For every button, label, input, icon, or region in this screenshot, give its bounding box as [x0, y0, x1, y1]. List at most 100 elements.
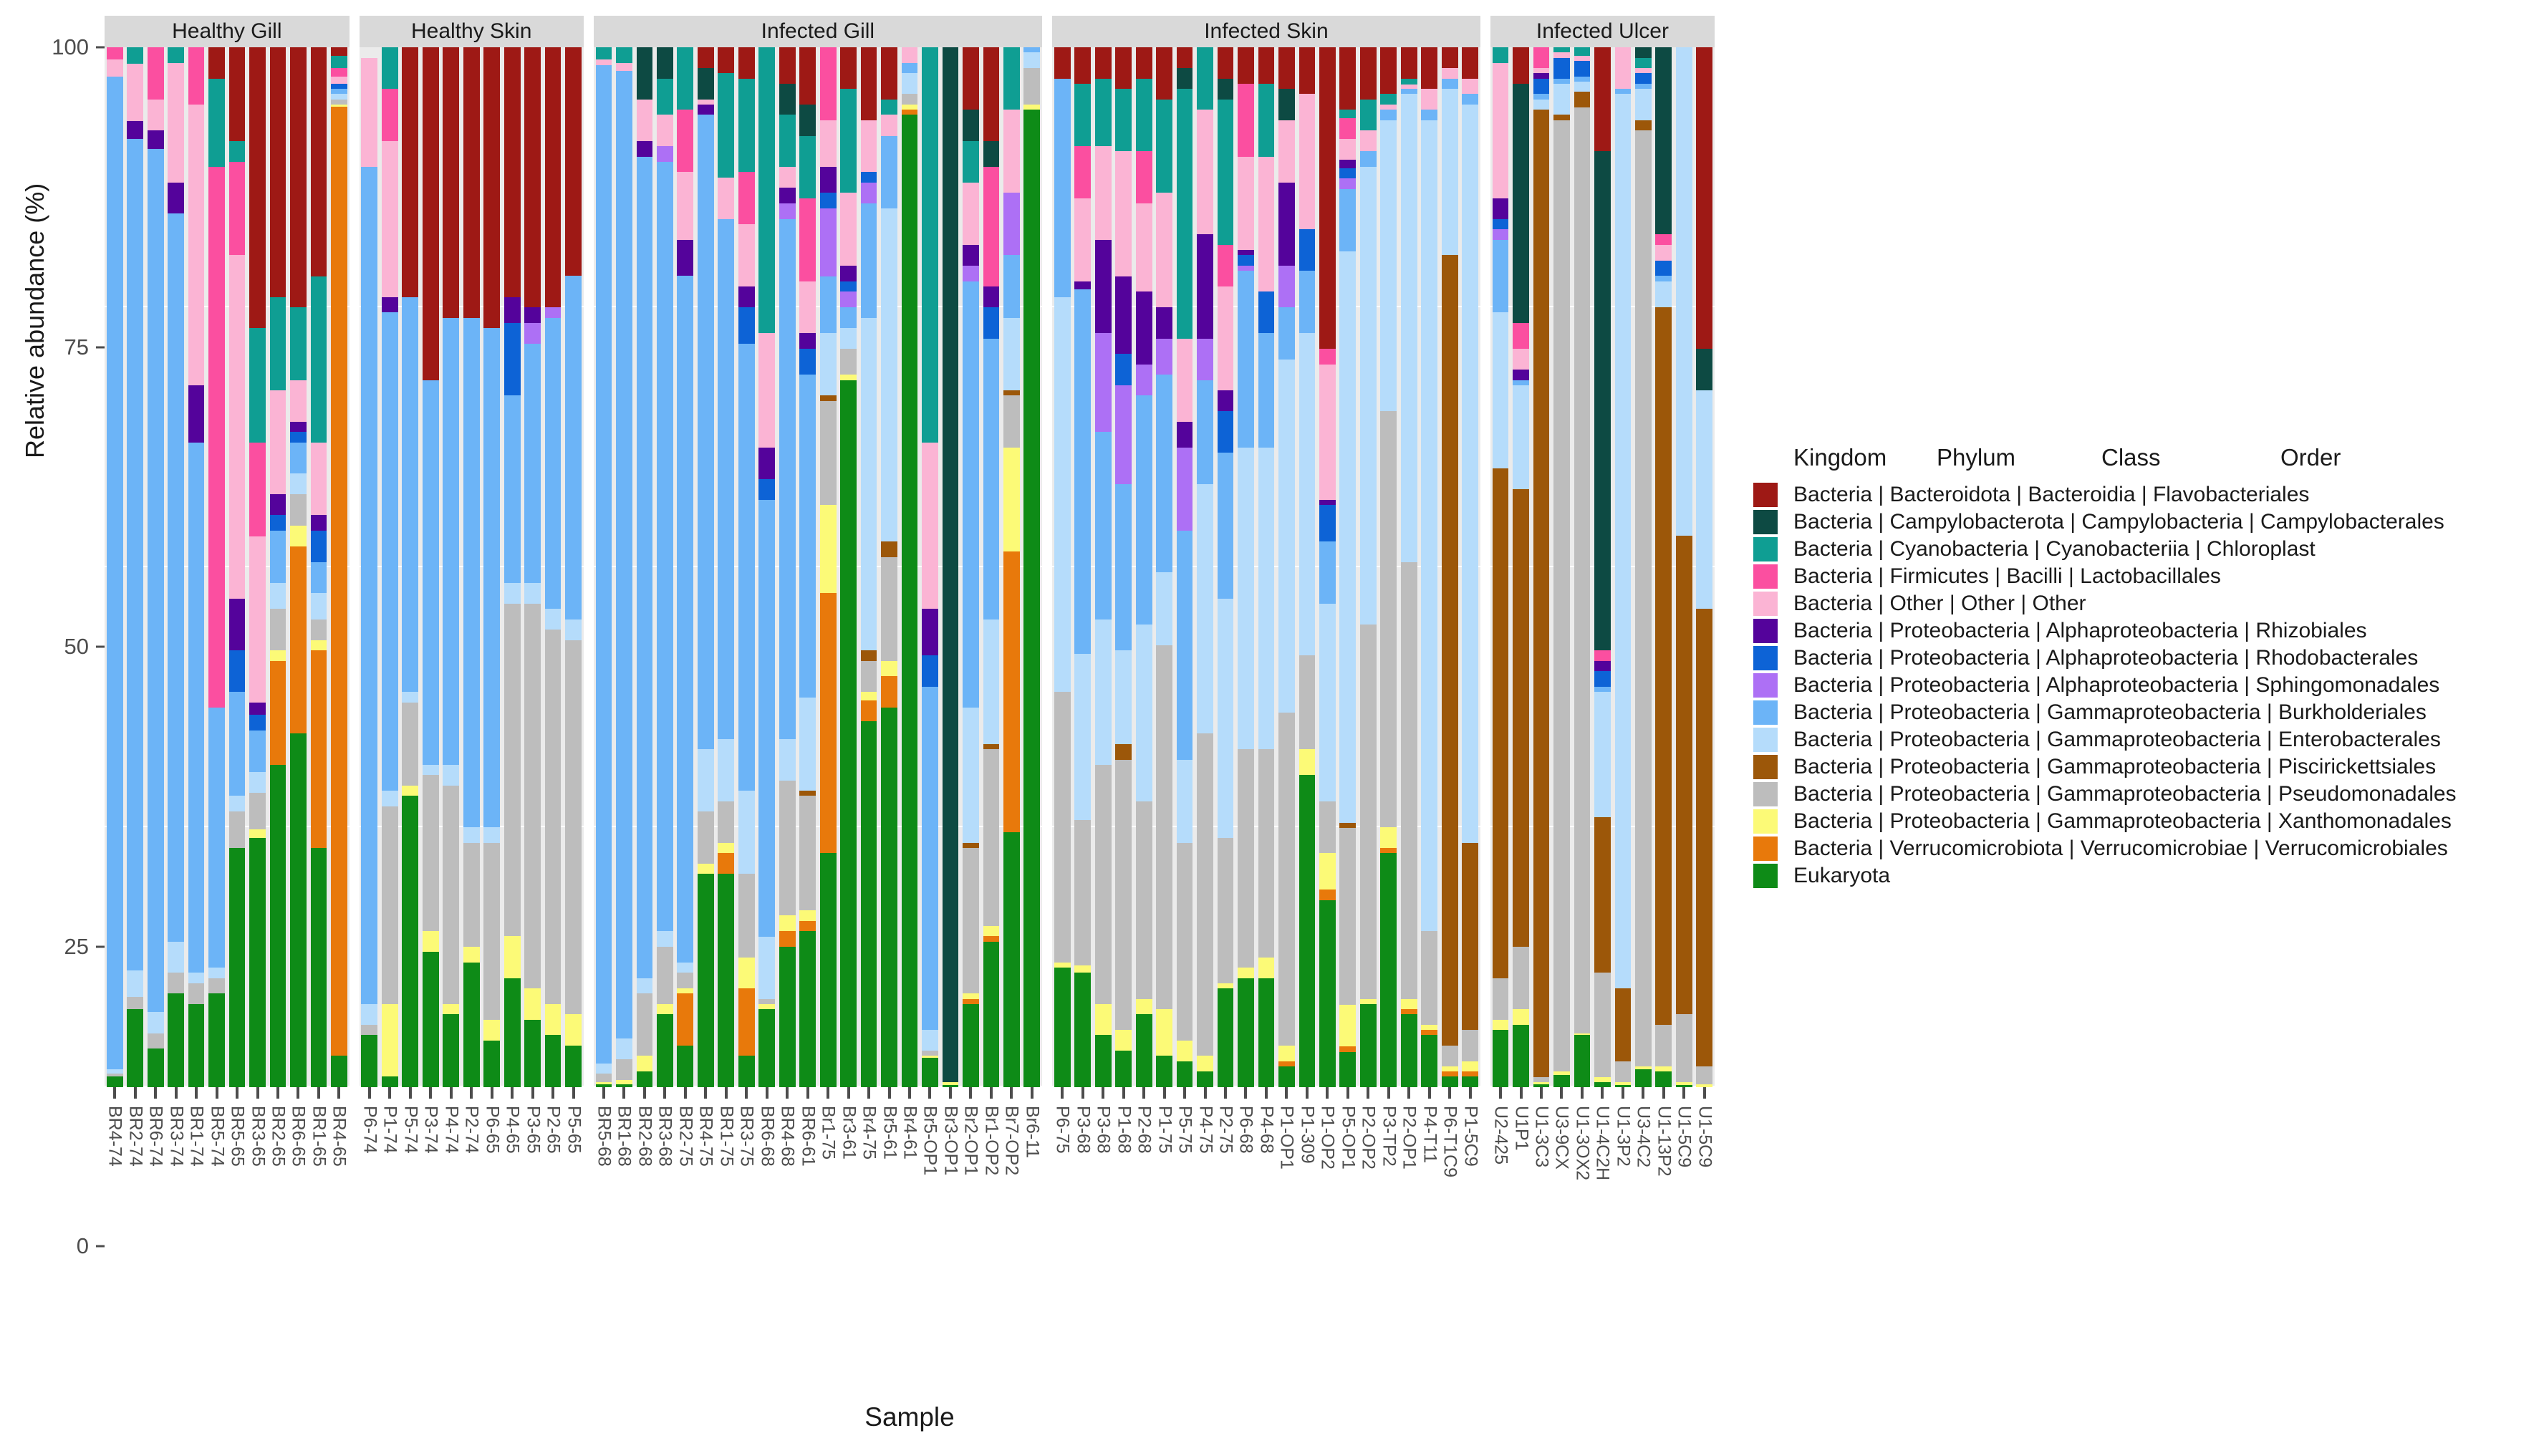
legend-item[interactable]: Bacteria | Proteobacteria | Alphaproteob… [1753, 617, 2534, 645]
legend-item[interactable]: Bacteria | Campylobacterota | Campylobac… [1753, 508, 2534, 536]
stacked-bar[interactable] [1319, 47, 1336, 1087]
stacked-bar[interactable] [1074, 47, 1092, 1087]
bar-segment [544, 47, 562, 308]
stacked-bar[interactable] [1339, 47, 1357, 1087]
stacked-bar[interactable] [881, 47, 897, 1087]
stacked-bar[interactable] [524, 47, 541, 1087]
stacked-bar[interactable] [942, 47, 959, 1087]
stacked-bar[interactable] [1115, 47, 1132, 1087]
stacked-bar[interactable] [565, 47, 582, 1087]
legend-item[interactable]: Bacteria | Bacteroidota | Bacteroidia | … [1753, 481, 2534, 508]
stacked-bar[interactable] [901, 47, 918, 1087]
stacked-bar[interactable] [1197, 47, 1213, 1087]
stacked-bar[interactable] [310, 47, 327, 1087]
stacked-bar[interactable] [860, 47, 877, 1087]
stacked-bar[interactable] [1156, 47, 1172, 1087]
bar-segment [147, 149, 164, 1013]
stacked-bar[interactable] [1135, 47, 1152, 1087]
legend-item[interactable]: Bacteria | Proteobacteria | Gammaproteob… [1753, 726, 2534, 753]
legend-item[interactable]: Bacteria | Cyanobacteria | Cyanobacterii… [1753, 536, 2534, 563]
legend-item[interactable]: Bacteria | Proteobacteria | Gammaproteob… [1753, 753, 2534, 781]
stacked-bar[interactable] [443, 47, 460, 1087]
stacked-bar[interactable] [779, 47, 796, 1087]
stacked-bar[interactable] [106, 47, 123, 1087]
stacked-bar[interactable] [1359, 47, 1377, 1087]
legend-item[interactable]: Bacteria | Verrucomicrobiota | Verrucomi… [1753, 835, 2534, 862]
stacked-bar[interactable] [1421, 47, 1438, 1087]
stacked-bar[interactable] [657, 47, 673, 1087]
stacked-bar[interactable] [1553, 47, 1570, 1087]
bar-cell [125, 47, 145, 1087]
stacked-bar[interactable] [127, 47, 144, 1087]
stacked-bar[interactable] [1655, 47, 1672, 1087]
stacked-bar[interactable] [1238, 47, 1254, 1087]
stacked-bar[interactable] [147, 47, 164, 1087]
stacked-bar[interactable] [1380, 47, 1397, 1087]
stacked-bar[interactable] [249, 47, 266, 1087]
legend-item[interactable]: Bacteria | Other | Other | Other [1753, 590, 2534, 617]
stacked-bar[interactable] [616, 47, 632, 1087]
stacked-bar[interactable] [544, 47, 562, 1087]
stacked-bar[interactable] [168, 47, 185, 1087]
stacked-bar[interactable] [819, 47, 837, 1087]
legend-item[interactable]: Eukaryota [1753, 862, 2534, 889]
legend-item[interactable]: Bacteria | Proteobacteria | Gammaproteob… [1753, 808, 2534, 835]
stacked-bar[interactable] [1574, 47, 1591, 1087]
stacked-bar[interactable] [1533, 47, 1550, 1087]
stacked-bar[interactable] [636, 47, 653, 1087]
stacked-bar[interactable] [463, 47, 480, 1087]
stacked-bar[interactable] [799, 47, 816, 1087]
stacked-bar[interactable] [1614, 47, 1632, 1087]
stacked-bar[interactable] [677, 47, 694, 1087]
legend-item[interactable]: Bacteria | Firmicutes | Bacilli | Lactob… [1753, 563, 2534, 590]
stacked-bar[interactable] [1023, 47, 1041, 1087]
stacked-bar[interactable] [1513, 47, 1529, 1087]
stacked-bar[interactable] [840, 47, 857, 1087]
stacked-bar[interactable] [361, 47, 378, 1087]
legend-item[interactable]: Bacteria | Proteobacteria | Gammaproteob… [1753, 781, 2534, 808]
stacked-bar[interactable] [1217, 47, 1234, 1087]
stacked-bar[interactable] [188, 47, 205, 1087]
stacked-bar[interactable] [208, 47, 225, 1087]
stacked-bar[interactable] [269, 47, 286, 1087]
stacked-bar[interactable] [922, 47, 938, 1087]
stacked-bar[interactable] [1492, 47, 1509, 1087]
bar-segment [1135, 151, 1152, 203]
stacked-bar[interactable] [1675, 47, 1692, 1087]
stacked-bar[interactable] [738, 47, 755, 1087]
stacked-bar[interactable] [595, 47, 612, 1087]
stacked-bar[interactable] [963, 47, 979, 1087]
stacked-bar[interactable] [1176, 47, 1193, 1087]
stacked-bar[interactable] [483, 47, 501, 1087]
stacked-bar[interactable] [381, 47, 398, 1087]
x-label-cell: P2-74 [461, 1103, 482, 1253]
stacked-bar[interactable] [1278, 47, 1295, 1087]
stacked-bar[interactable] [1003, 47, 1020, 1087]
stacked-bar[interactable] [290, 47, 307, 1087]
stacked-bar[interactable] [331, 47, 347, 1087]
stacked-bar[interactable] [718, 47, 735, 1087]
stacked-bar[interactable] [504, 47, 521, 1087]
legend-item[interactable]: Bacteria | Proteobacteria | Alphaproteob… [1753, 645, 2534, 672]
stacked-bar[interactable] [758, 47, 776, 1087]
stacked-bar[interactable] [1400, 47, 1417, 1087]
stacked-bar[interactable] [228, 47, 246, 1087]
stacked-bar[interactable] [983, 47, 1000, 1087]
bar-cell [247, 47, 267, 1087]
stacked-bar[interactable] [1594, 47, 1611, 1087]
stacked-bar[interactable] [1094, 47, 1112, 1087]
stacked-bar[interactable] [1298, 47, 1316, 1087]
stacked-bar[interactable] [697, 47, 714, 1087]
stacked-bar[interactable] [1054, 47, 1071, 1087]
stacked-bar[interactable] [1462, 47, 1479, 1087]
stacked-bar[interactable] [1696, 47, 1713, 1087]
bar-segment [1339, 1051, 1357, 1087]
panel-body [593, 47, 1043, 1087]
stacked-bar[interactable] [1441, 47, 1458, 1087]
stacked-bar[interactable] [402, 47, 419, 1087]
stacked-bar[interactable] [1258, 47, 1275, 1087]
stacked-bar[interactable] [422, 47, 439, 1087]
legend-item[interactable]: Bacteria | Proteobacteria | Gammaproteob… [1753, 699, 2534, 726]
stacked-bar[interactable] [1634, 47, 1652, 1087]
legend-item[interactable]: Bacteria | Proteobacteria | Alphaproteob… [1753, 672, 2534, 699]
